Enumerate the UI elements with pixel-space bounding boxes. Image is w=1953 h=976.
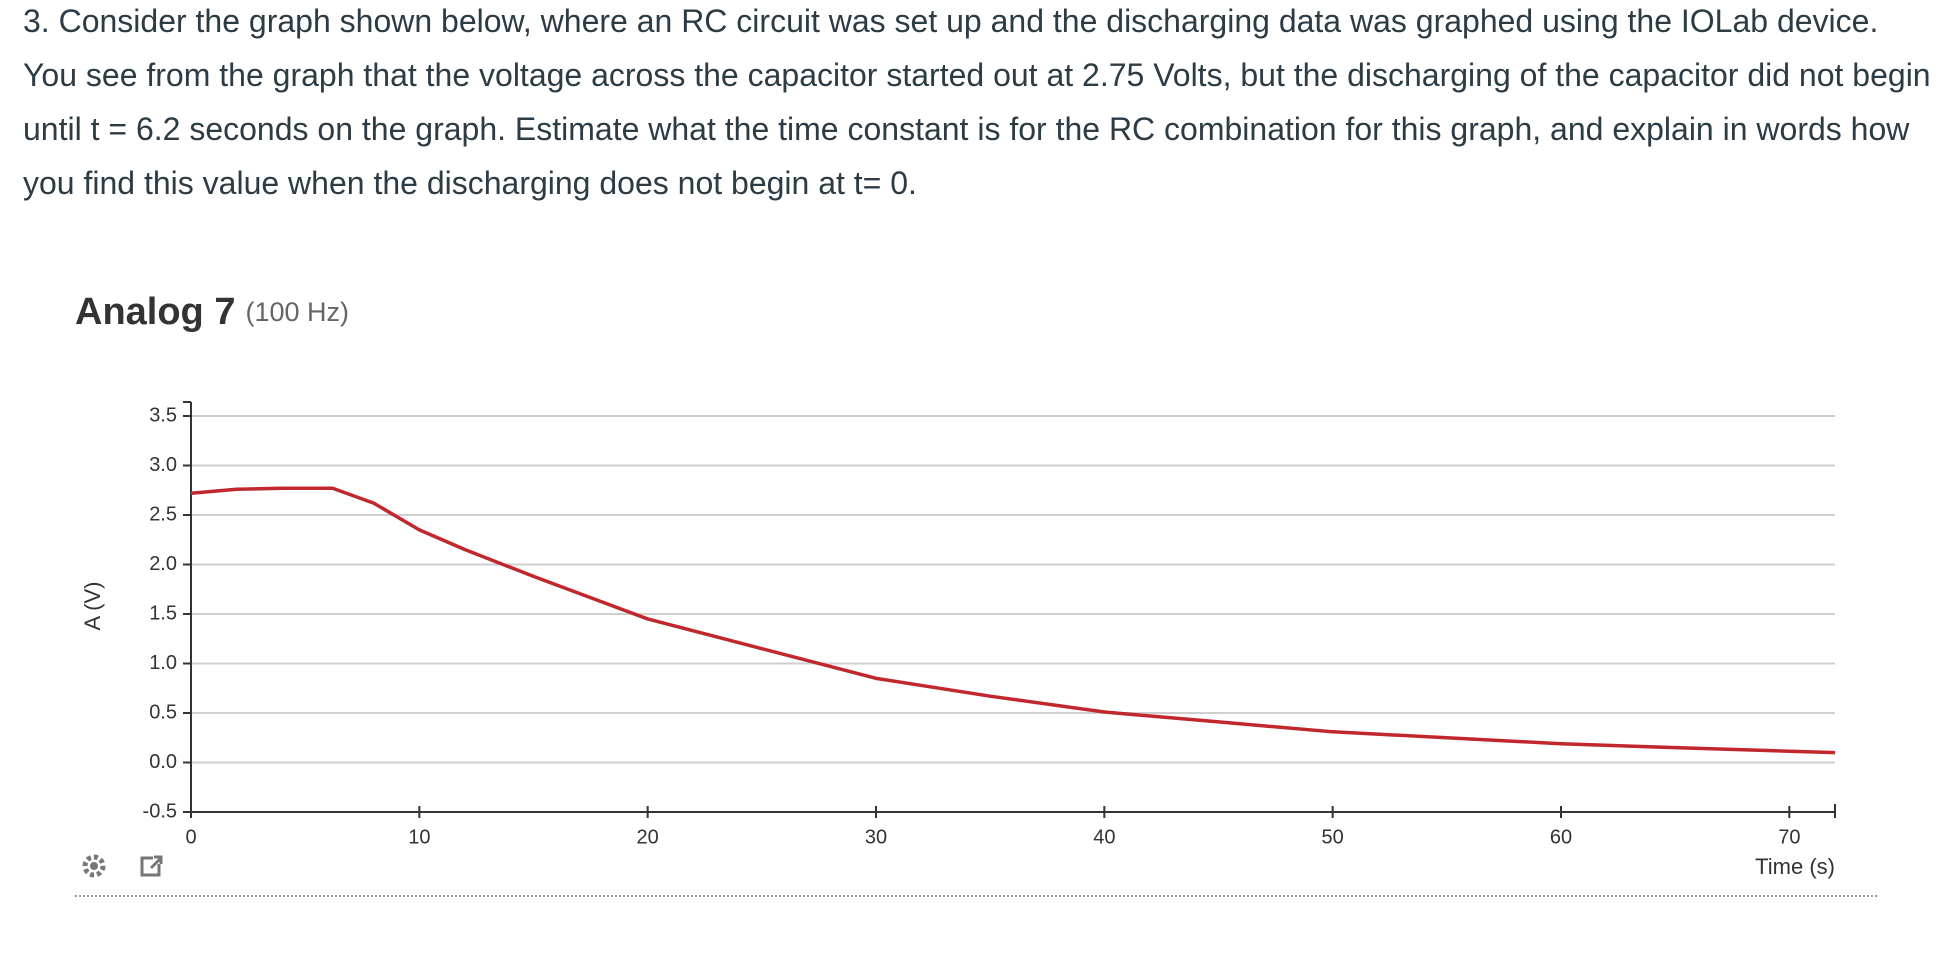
x-tick-label: 0 (185, 826, 196, 848)
chart-title: Analog 7 (100 Hz) (75, 291, 349, 333)
x-tick-label: 30 (865, 826, 887, 848)
y-tick-label: 0.0 (149, 751, 177, 773)
y-tick-label: -0.5 (143, 800, 177, 822)
x-tick-label: 40 (1093, 826, 1115, 848)
y-tick-label: 3.5 (149, 404, 177, 426)
x-axis-label: Time (s) (1755, 854, 1835, 879)
title: Analog 7 (75, 291, 235, 333)
x-tick-label: 20 (637, 826, 659, 848)
y-tick-label: 2.5 (149, 503, 177, 525)
question-text: 3. Consider the graph shown below, where… (23, 3, 1931, 201)
y-tick-label: 0.5 (149, 701, 177, 723)
x-tick-label: 10 (408, 826, 430, 848)
y-tick-label: 1.5 (149, 602, 177, 624)
data-line (190, 486, 1836, 755)
x-tick-label: 70 (1778, 826, 1800, 848)
y-tick-label: 3.0 (149, 454, 177, 476)
y-tick-label: 2.0 (149, 553, 177, 575)
x-tick-label: 50 (1322, 826, 1344, 848)
popout-icon[interactable] (140, 855, 163, 877)
x-tick-label: 60 (1550, 826, 1572, 848)
y-tick-label: 1.0 (149, 652, 177, 674)
subtitle: (100 Hz) (245, 297, 349, 327)
gear-icon[interactable] (82, 854, 106, 878)
y-axis-label: A (V) (80, 582, 105, 631)
